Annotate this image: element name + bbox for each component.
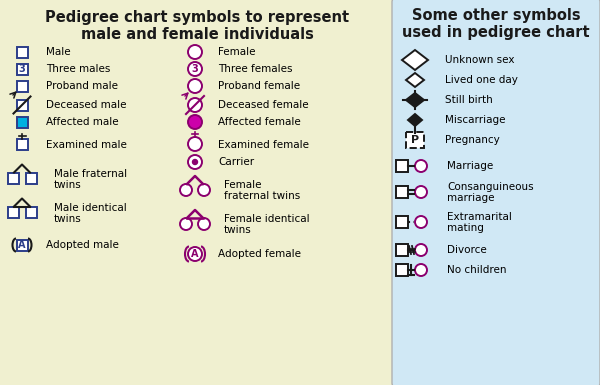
Circle shape [188,45,202,59]
Text: Three females: Three females [218,64,293,74]
Bar [406,132,424,148]
Text: Pregnancy: Pregnancy [445,135,500,145]
Text: Proband female: Proband female [218,81,300,91]
Text: Marriage: Marriage [447,161,493,171]
Circle shape [180,184,192,196]
Circle shape [188,115,202,129]
Circle shape [180,218,192,230]
Bar [396,216,408,228]
Text: Lived one day: Lived one day [445,75,518,85]
Circle shape [188,62,202,76]
Text: Female: Female [224,180,262,190]
Text: fraternal twins: fraternal twins [224,191,300,201]
Text: twins: twins [224,225,252,235]
Text: Examined female: Examined female [218,140,309,150]
Circle shape [415,186,427,198]
Text: Male: Male [46,47,71,57]
Polygon shape [402,50,428,70]
Text: Pedigree chart symbols to represent
male and female individuals: Pedigree chart symbols to represent male… [45,10,349,42]
Circle shape [415,264,427,276]
Text: A: A [191,249,199,259]
Bar [25,206,37,218]
Text: Extramarital: Extramarital [447,212,512,222]
Text: Affected male: Affected male [46,117,119,127]
Bar [17,117,28,127]
Circle shape [198,184,210,196]
Text: Female: Female [218,47,256,57]
Text: twins: twins [54,214,82,224]
Text: Consanguineous: Consanguineous [447,182,533,192]
Polygon shape [408,114,422,126]
Bar [396,264,408,276]
Circle shape [415,244,427,256]
Text: Divorce: Divorce [447,245,487,255]
Text: Affected female: Affected female [218,117,301,127]
Bar [396,244,408,256]
Circle shape [188,247,202,261]
FancyBboxPatch shape [0,0,396,385]
Text: Miscarriage: Miscarriage [445,115,505,125]
Text: Female identical: Female identical [224,214,310,224]
Text: mating: mating [447,223,484,233]
Circle shape [188,137,202,151]
Text: P: P [411,135,419,145]
Bar [17,47,28,57]
Text: Male fraternal: Male fraternal [54,169,127,179]
Polygon shape [406,73,424,87]
Bar [17,99,28,110]
Bar [17,139,28,149]
Text: Carrier: Carrier [218,157,254,167]
Text: Proband male: Proband male [46,81,118,91]
Bar [17,80,28,92]
Bar [396,186,408,198]
Text: Male identical: Male identical [54,203,127,213]
Text: No children: No children [447,265,506,275]
Bar [7,172,19,184]
Bar [17,64,28,75]
Text: Deceased male: Deceased male [46,100,127,110]
Text: Still birth: Still birth [445,95,493,105]
Bar [396,160,408,172]
Text: marriage: marriage [447,193,494,203]
Text: A: A [18,240,26,250]
Circle shape [415,160,427,172]
Circle shape [415,216,427,228]
Bar [25,172,37,184]
Text: 3: 3 [191,64,199,74]
Circle shape [188,155,202,169]
Text: Examined male: Examined male [46,140,127,150]
Text: Adopted male: Adopted male [46,240,119,250]
Text: Deceased female: Deceased female [218,100,308,110]
Text: 3: 3 [19,64,25,74]
Text: twins: twins [54,180,82,190]
Circle shape [188,79,202,93]
Text: Three males: Three males [46,64,110,74]
Bar [17,239,28,251]
Polygon shape [406,93,424,107]
FancyBboxPatch shape [392,0,600,385]
Text: Adopted female: Adopted female [218,249,301,259]
Circle shape [188,98,202,112]
Circle shape [193,159,197,164]
Circle shape [198,218,210,230]
Text: Some other symbols
used in pedigree chart: Some other symbols used in pedigree char… [402,8,590,40]
Text: Unknown sex: Unknown sex [445,55,515,65]
Bar [7,206,19,218]
